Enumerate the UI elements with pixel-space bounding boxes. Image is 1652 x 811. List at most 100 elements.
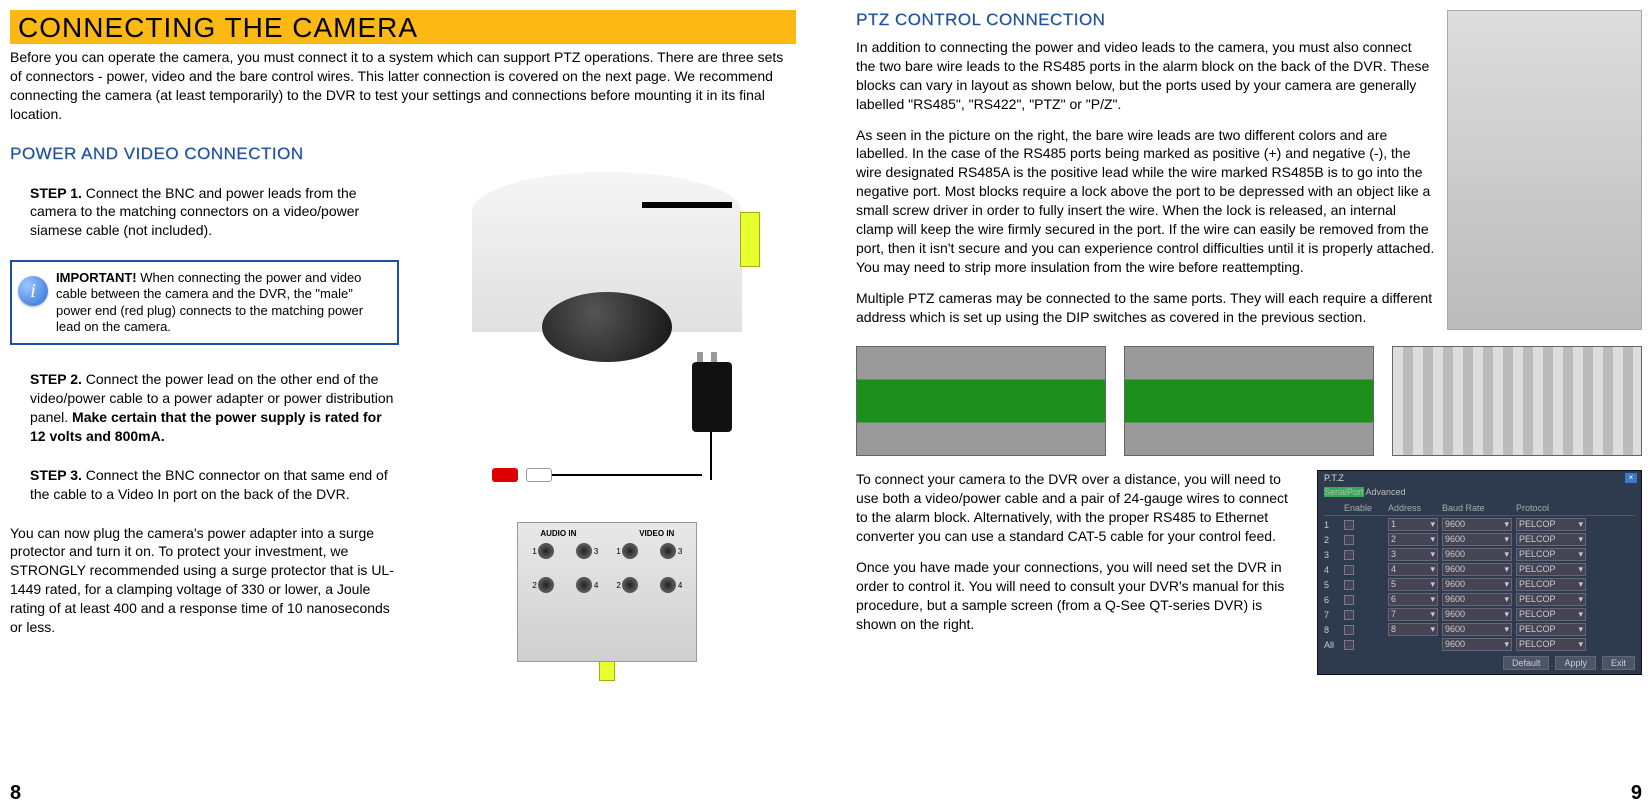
ptz-grid: Enable Address Baud Rate Protocol 11▾960… bbox=[1324, 503, 1635, 653]
ptz-enable-checkbox bbox=[1344, 535, 1354, 545]
right-p2: As seen in the picture on the right, the… bbox=[856, 126, 1435, 277]
cable-black bbox=[642, 202, 732, 208]
left-text-column: STEP 1. Connect the BNC and power leads … bbox=[10, 172, 419, 662]
ptz-row-all: All 9600▾ PELCOP▾ bbox=[1324, 638, 1635, 651]
ptz-btn-default: Default bbox=[1503, 656, 1550, 670]
ptz-protocol-cell: PELCOP▾ bbox=[1516, 623, 1586, 636]
step-3: STEP 3. Connect the BNC connector on tha… bbox=[30, 466, 399, 504]
ptz-all-checkbox bbox=[1344, 640, 1354, 650]
rca-port: 2 bbox=[538, 577, 554, 593]
ptz-btn-exit: Exit bbox=[1602, 656, 1635, 670]
step-3-text: Connect the BNC connector on that same e… bbox=[30, 467, 388, 502]
ptz-all-proto: PELCOP▾ bbox=[1516, 638, 1586, 651]
rca-port: 3 bbox=[576, 543, 592, 559]
power-video-heading: POWER AND VIDEO CONNECTION bbox=[10, 144, 796, 164]
step-2: STEP 2. Connect the power lead on the ot… bbox=[30, 370, 399, 446]
ptz-address-cell: 2▾ bbox=[1388, 533, 1438, 546]
dvr-back-panel-illustration: AUDIO IN VIDEO IN 1 3 2 4 1 3 2 4 bbox=[517, 522, 697, 662]
ptz-baud-cell: 9600▾ bbox=[1442, 608, 1512, 621]
step-2-bold: Make certain that the power supply is ra… bbox=[30, 409, 382, 444]
ptz-tabs: SerialPort Advanced bbox=[1324, 487, 1406, 497]
terminal-block-photo-1 bbox=[856, 346, 1106, 456]
ptz-table-row: 77▾9600▾PELCOP▾ bbox=[1324, 608, 1635, 621]
rca-port: 3 bbox=[660, 543, 676, 559]
ptz-table-row: 88▾9600▾PELCOP▾ bbox=[1324, 623, 1635, 636]
terminal-block-row bbox=[856, 346, 1642, 456]
ptz-all-label: All bbox=[1324, 640, 1340, 650]
ptz-enable-checkbox bbox=[1344, 520, 1354, 530]
ptz-address-cell: 6▾ bbox=[1388, 593, 1438, 606]
ptz-h-baud: Baud Rate bbox=[1442, 503, 1512, 513]
ptz-close-icon: × bbox=[1625, 473, 1637, 483]
ptz-table-row: 33▾9600▾PELCOP▾ bbox=[1324, 548, 1635, 561]
adapter-body bbox=[692, 362, 732, 432]
ptz-tab-advanced: Advanced bbox=[1366, 487, 1406, 497]
step-2-label: STEP 2. bbox=[30, 371, 82, 387]
audio-in-label: AUDIO IN bbox=[540, 529, 576, 538]
ptz-baud-cell: 9600▾ bbox=[1442, 578, 1512, 591]
ptz-all-baud: 9600▾ bbox=[1442, 638, 1512, 651]
right-p1: In addition to connecting the power and … bbox=[856, 38, 1435, 114]
audio-rca-grid: 1 3 2 4 bbox=[538, 543, 592, 593]
ptz-table-header: Enable Address Baud Rate Protocol bbox=[1324, 503, 1635, 516]
rca-port: 1 bbox=[622, 543, 638, 559]
ptz-address-cell: 8▾ bbox=[1388, 623, 1438, 636]
power-adapter-illustration bbox=[452, 362, 762, 492]
left-image-column: AUDIO IN VIDEO IN 1 3 2 4 1 3 2 4 bbox=[419, 172, 796, 662]
ptz-enable-checkbox bbox=[1344, 625, 1354, 635]
ptz-enable-checkbox bbox=[1344, 595, 1354, 605]
ptz-baud-cell: 9600▾ bbox=[1442, 548, 1512, 561]
wire-leads-photo bbox=[1447, 10, 1642, 330]
video-in-label: VIDEO IN bbox=[639, 529, 674, 538]
ptz-protocol-cell: PELCOP▾ bbox=[1516, 578, 1586, 591]
ptz-settings-screenshot: P.T.Z × SerialPort Advanced Enable Addre… bbox=[1317, 470, 1642, 675]
rca-port: 4 bbox=[576, 577, 592, 593]
ptz-address-cell: 1▾ bbox=[1388, 518, 1438, 531]
ptz-address-cell: 4▾ bbox=[1388, 563, 1438, 576]
ptz-baud-cell: 9600▾ bbox=[1442, 533, 1512, 546]
ptz-protocol-cell: PELCOP▾ bbox=[1516, 518, 1586, 531]
right-text-column: PTZ CONTROL CONNECTION In addition to co… bbox=[856, 10, 1435, 338]
page-left: CONNECTING THE CAMERA Before you can ope… bbox=[0, 0, 826, 811]
step-1-label: STEP 1. bbox=[30, 185, 82, 201]
ptz-protocol-cell: PELCOP▾ bbox=[1516, 563, 1586, 576]
ptz-baud-cell: 9600▾ bbox=[1442, 518, 1512, 531]
ptz-buttons: Default Apply Exit bbox=[1503, 656, 1635, 670]
ptz-protocol-cell: PELCOP▾ bbox=[1516, 608, 1586, 621]
ptz-table-row: 44▾9600▾PELCOP▾ bbox=[1324, 563, 1635, 576]
ptz-enable-checkbox bbox=[1344, 550, 1354, 560]
ptz-enable-checkbox bbox=[1344, 580, 1354, 590]
intro-paragraph: Before you can operate the camera, you m… bbox=[10, 48, 796, 124]
right-p4: To connect your camera to the DVR over a… bbox=[856, 470, 1297, 546]
ptz-table-row: 55▾9600▾PELCOP▾ bbox=[1324, 578, 1635, 591]
ptz-protocol-cell: PELCOP▾ bbox=[1516, 533, 1586, 546]
step-3-label: STEP 3. bbox=[30, 467, 82, 483]
ptz-table-row: 11▾9600▾PELCOP▾ bbox=[1324, 518, 1635, 531]
right-bottom-text: To connect your camera to the DVR over a… bbox=[856, 470, 1297, 675]
ptz-table-row: 22▾9600▾PELCOP▾ bbox=[1324, 533, 1635, 546]
adapter-wire-vertical bbox=[710, 432, 712, 480]
rca-port: 1 bbox=[538, 543, 554, 559]
ptz-tab-serial: SerialPort bbox=[1324, 487, 1364, 497]
plug-red bbox=[492, 468, 518, 482]
ptz-btn-apply: Apply bbox=[1555, 656, 1596, 670]
ptz-enable-checkbox bbox=[1344, 565, 1354, 575]
ptz-address-cell: 5▾ bbox=[1388, 578, 1438, 591]
ptz-window-title: P.T.Z bbox=[1324, 473, 1344, 483]
ptz-protocol-cell: PELCOP▾ bbox=[1516, 548, 1586, 561]
ptz-h-address: Address bbox=[1388, 503, 1438, 513]
terminal-block-photo-3 bbox=[1392, 346, 1642, 456]
ptz-table-row: 66▾9600▾PELCOP▾ bbox=[1324, 593, 1635, 606]
cable-yellow bbox=[740, 212, 760, 267]
ptz-enable-checkbox bbox=[1344, 610, 1354, 620]
important-label: IMPORTANT! bbox=[56, 270, 137, 285]
ptz-address-cell: 3▾ bbox=[1388, 548, 1438, 561]
ptz-h-protocol: Protocol bbox=[1516, 503, 1586, 513]
right-top-row: PTZ CONTROL CONNECTION In addition to co… bbox=[856, 10, 1642, 338]
page-number-left: 8 bbox=[10, 782, 21, 805]
right-bottom-row: To connect your camera to the DVR over a… bbox=[856, 470, 1642, 675]
ptz-address-cell: 7▾ bbox=[1388, 608, 1438, 621]
main-title: CONNECTING THE CAMERA bbox=[18, 12, 788, 44]
right-p5: Once you have made your connections, you… bbox=[856, 558, 1297, 634]
rca-port: 4 bbox=[660, 577, 676, 593]
